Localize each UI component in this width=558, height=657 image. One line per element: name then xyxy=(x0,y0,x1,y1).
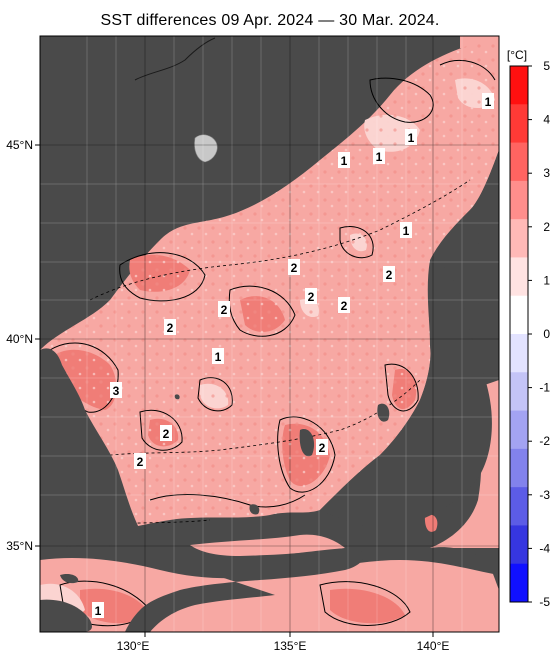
lon-label-130: 130°E xyxy=(117,639,150,653)
contour-label-background xyxy=(316,439,328,455)
contour-label-background xyxy=(338,297,350,313)
colorbar-cell xyxy=(510,372,528,412)
lat-label-45: 45°N xyxy=(6,138,33,152)
colorbar-tick-label: 4 xyxy=(543,113,550,127)
contour-label: 2 xyxy=(163,427,170,441)
colorbar-tick-label: -4 xyxy=(539,541,550,555)
colorbar-cell xyxy=(510,104,528,144)
contour-label: 2 xyxy=(386,268,393,282)
contour-label-background xyxy=(160,425,172,441)
lat-axis: 45°N 40°N 35°N xyxy=(6,138,40,553)
river xyxy=(134,37,216,81)
contour-label: 2 xyxy=(341,299,348,313)
colorbar-tick-label: -1 xyxy=(539,381,550,395)
colorbar-ticks: 5 4 3 2 1 0 -1 -2 -3 -4 -5 xyxy=(528,59,550,609)
contour-label-background xyxy=(383,266,395,282)
colorbar-tick-label: 5 xyxy=(543,59,550,73)
contour-label-background xyxy=(405,129,417,145)
lat-label-35: 35°N xyxy=(6,539,33,553)
contour-label: 2 xyxy=(319,441,326,455)
lat-label-40: 40°N xyxy=(6,332,33,346)
colorbar: [°C] 5 4 3 2 1 0 -1 -2 -3 -4 -5 xyxy=(507,48,550,609)
contour-label: 1 xyxy=(341,154,348,168)
contour-label-background xyxy=(288,259,300,275)
contour-label-background xyxy=(110,382,122,398)
contour-label-background xyxy=(134,453,146,469)
colorbar-tick-label: -5 xyxy=(539,595,550,609)
colorbar-tick-label: -3 xyxy=(539,488,550,502)
lake-khanka xyxy=(194,134,218,163)
contour-label: 2 xyxy=(137,455,144,469)
contour-label: 1 xyxy=(95,604,102,618)
contour-label-background xyxy=(338,152,350,168)
contour-label-background xyxy=(218,301,230,317)
colorbar-tick-label: 2 xyxy=(543,220,550,234)
map-frame xyxy=(39,35,500,633)
colorbar-cell xyxy=(510,487,528,526)
colorbar-cell xyxy=(510,180,528,220)
contour-label-background xyxy=(400,222,412,238)
colorbar-cell xyxy=(510,295,528,335)
colorbar-cell xyxy=(510,563,528,603)
contour-labels: 1 1 1 1 1 2 2 2 2 2 2 1 3 2 2 2 1 xyxy=(92,93,494,618)
contour-label: 1 xyxy=(485,95,492,109)
contour-label: 1 xyxy=(408,131,415,145)
contour-label-background xyxy=(92,602,104,618)
contour-label-background xyxy=(164,319,176,335)
lon-label-140: 140°E xyxy=(417,639,450,653)
colorbar-tick-label: 1 xyxy=(543,273,550,287)
map-grid xyxy=(40,36,499,632)
land-masses xyxy=(40,150,499,632)
contour-label-background xyxy=(212,348,224,364)
contour-label: 3 xyxy=(113,384,120,398)
lon-axis: 130°E 135°E 140°E xyxy=(117,632,450,653)
contour-label: 2 xyxy=(221,303,228,317)
contour-label: 2 xyxy=(308,290,315,304)
contour-label: 1 xyxy=(376,150,383,164)
contour-label-background xyxy=(373,148,385,164)
colorbar-cell xyxy=(510,66,528,105)
colorbar-unit: [°C] xyxy=(507,48,527,62)
contour-label: 1 xyxy=(215,350,222,364)
lon-label-135: 135°E xyxy=(274,639,307,653)
colorbar-tick-label: -2 xyxy=(539,434,550,448)
contour-label: 2 xyxy=(167,321,174,335)
colorbar-cell xyxy=(510,219,528,258)
inland-sea xyxy=(190,534,345,556)
sado-island xyxy=(377,403,390,422)
contour-label-background xyxy=(482,93,494,109)
chart-title: SST differences 09 Apr. 2024 — 30 Mar. 2… xyxy=(100,12,440,29)
colorbar-cell xyxy=(510,410,528,450)
korean-peninsula xyxy=(40,348,140,550)
colorbar-cell xyxy=(510,334,528,373)
colorbar-tick-label: 0 xyxy=(543,327,550,341)
colorbar-tick-label: 3 xyxy=(543,166,550,180)
contour-label: 1 xyxy=(403,224,410,238)
map-area: 1 1 1 1 1 2 2 2 2 2 2 1 3 2 2 2 1 xyxy=(40,36,499,632)
colorbar-cell xyxy=(510,142,528,182)
contour-label: 2 xyxy=(291,261,298,275)
western-japan xyxy=(125,548,364,632)
colorbar-cells xyxy=(510,66,528,603)
colorbar-cell xyxy=(510,525,528,565)
contour-label-background xyxy=(305,288,317,304)
colorbar-cell xyxy=(510,257,528,297)
honshu xyxy=(320,262,492,528)
colorbar-cell xyxy=(510,448,528,488)
